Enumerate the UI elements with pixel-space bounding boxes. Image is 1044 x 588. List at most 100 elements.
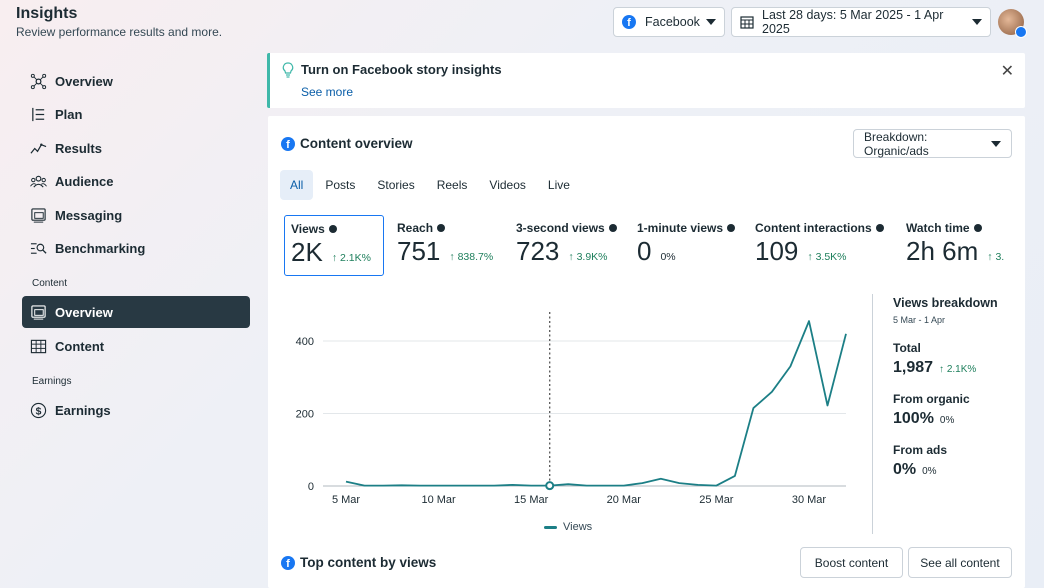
sidebar-item-earnings[interactable]: $ Earnings [22, 394, 250, 426]
content-tabs: All Posts Stories Reels Videos Live [280, 170, 582, 200]
facebook-icon: f [281, 556, 295, 570]
metric-change: ↑ 3.9K% [568, 251, 608, 263]
total-change: ↑ 2.1K% [939, 364, 977, 375]
highlight-point [545, 481, 555, 491]
breakdown-label: Breakdown: Organic/ads [864, 129, 929, 158]
metric-watch-time[interactable]: Watch time 2h 6m ↑ 3. [900, 215, 1018, 276]
chart-legend: Views [544, 521, 592, 533]
metric-change: ↑ 838.7% [449, 251, 494, 263]
see-more-link[interactable]: See more [301, 85, 354, 99]
metric-value: 723 [516, 236, 560, 266]
metric-value: 2K [291, 237, 323, 267]
tab-live[interactable]: Live [547, 178, 570, 192]
platform-dropdown-label: Facebook [645, 15, 700, 29]
sidebar-item-overview[interactable]: Overview [22, 65, 250, 97]
tab-all[interactable]: All [280, 170, 314, 200]
sidebar-item-label: Audience [55, 173, 114, 189]
tab-stories[interactable]: Stories [377, 178, 415, 192]
metric-change: ↑ 3.5K% [807, 251, 847, 263]
date-range-dropdown[interactable]: Last 28 days: 5 Mar 2025 - 1 Apr 2025 [731, 7, 991, 37]
sidebar-item-messaging[interactable]: Messaging [22, 199, 250, 231]
metric-1-minute-views[interactable]: 1-minute views 0 0% [631, 215, 741, 276]
banner-title: Turn on Facebook story insights [301, 62, 502, 77]
table-icon [30, 339, 47, 353]
views-breakdown-panel: Views breakdown 5 Mar - 1 Apr Total 1,98… [872, 294, 1022, 534]
views-breakdown-title: Views breakdown [893, 296, 998, 310]
overview-icon [30, 73, 47, 89]
ads-change: 0% [922, 466, 937, 477]
platform-dropdown[interactable]: f Facebook [613, 7, 725, 37]
sidebar-section-content: Content [32, 278, 68, 289]
legend-swatch [544, 525, 557, 529]
ads-value: 0% 0% [893, 461, 937, 478]
sidebar-item-label: Earnings [55, 402, 111, 418]
metric-label: 3-second views [516, 221, 605, 235]
see-all-content-button[interactable]: See all content [908, 547, 1012, 578]
dollar-icon: $ [30, 402, 47, 418]
chevron-down-icon [972, 19, 982, 25]
metric-change: ↑ 2.1K% [331, 252, 371, 264]
results-icon [30, 142, 47, 154]
facebook-badge-icon [1015, 26, 1027, 38]
sidebar-item-label: Overview [55, 73, 113, 89]
close-icon[interactable]: ✕ [1000, 63, 1014, 80]
calendar-icon [740, 16, 754, 29]
messaging-icon [31, 207, 46, 223]
metric-value: 0 [637, 236, 652, 266]
date-range-label: Last 28 days: 5 Mar 2025 - 1 Apr 2025 [762, 8, 944, 36]
breakdown-dropdown[interactable]: Breakdown: Organic/ads [853, 129, 1012, 158]
info-icon [875, 224, 884, 232]
organic-change: 0% [939, 415, 955, 426]
legend-label: Views [563, 521, 593, 533]
metric-reach[interactable]: Reach 751 ↑ 838.7% [391, 215, 499, 276]
tab-reels[interactable]: Reels [436, 178, 468, 192]
metric-label: 1-minute views [637, 221, 724, 235]
metric-value: 2h 6m [906, 236, 979, 266]
sidebar-item-label: Plan [55, 106, 83, 122]
sidebar-section-earnings: Earnings [32, 376, 72, 387]
ads-label: From ads [893, 443, 948, 457]
sidebar-item-label: Content [55, 338, 105, 354]
sidebar-item-content-overview[interactable]: Overview [22, 296, 250, 328]
metric-label: Views [291, 222, 325, 236]
x-tick-label: 30 Mar [792, 494, 827, 506]
sidebar-item-results[interactable]: Results [22, 132, 250, 164]
sidebar-item-benchmarking[interactable]: Benchmarking [22, 232, 250, 264]
x-tick-label: 20 Mar [607, 494, 642, 506]
avatar[interactable] [998, 9, 1027, 38]
info-icon [328, 225, 337, 233]
tab-videos[interactable]: Videos [489, 178, 526, 192]
info-icon [608, 224, 617, 232]
sidebar-item-plan[interactable]: Plan [22, 98, 250, 130]
y-tick-label: 400 [296, 336, 314, 348]
metric-3-second-views[interactable]: 3-second views 723 ↑ 3.9K% [510, 215, 623, 276]
content-overview-title: Content overview [300, 136, 413, 151]
top-content-title: Top content by views [300, 555, 437, 570]
views-breakdown-range: 5 Mar - 1 Apr [893, 315, 946, 325]
sidebar-item-label: Results [55, 140, 102, 156]
audience-icon [30, 175, 47, 188]
x-tick-label: 25 Mar [699, 494, 734, 506]
sidebar-item-label: Overview [55, 304, 113, 320]
page-subtitle: Review performance results and more. [16, 25, 223, 39]
tab-posts[interactable]: Posts [325, 178, 356, 192]
content-overview-icon [31, 304, 46, 320]
sidebar-item-label: Benchmarking [55, 240, 146, 256]
total-value: 1,987 ↑ 2.1K% [893, 359, 977, 376]
metric-label: Watch time [906, 221, 970, 235]
info-icon [437, 224, 446, 232]
facebook-icon: f [622, 15, 636, 29]
sidebar-item-content[interactable]: Content [22, 330, 250, 362]
views-line-chart: 0 200 400 5 Mar 10 Mar 15 Mar 20 Mar 25 Mar 30 M… [296, 312, 847, 506]
sidebar-item-audience[interactable]: Audience [22, 165, 250, 197]
lightbulb-icon [282, 62, 294, 78]
metric-change: ↑ 3. [987, 251, 1005, 263]
metric-content-interactions[interactable]: Content interactions 109 ↑ 3.5K% [749, 215, 890, 276]
info-icon [973, 224, 982, 232]
svg-text:$: $ [36, 406, 42, 417]
total-label: Total [893, 341, 921, 355]
boost-content-button[interactable]: Boost content [800, 547, 903, 578]
series-line-views [345, 320, 847, 487]
facebook-icon: f [281, 137, 295, 151]
metric-views[interactable]: Views 2K ↑ 2.1K% [284, 215, 384, 276]
